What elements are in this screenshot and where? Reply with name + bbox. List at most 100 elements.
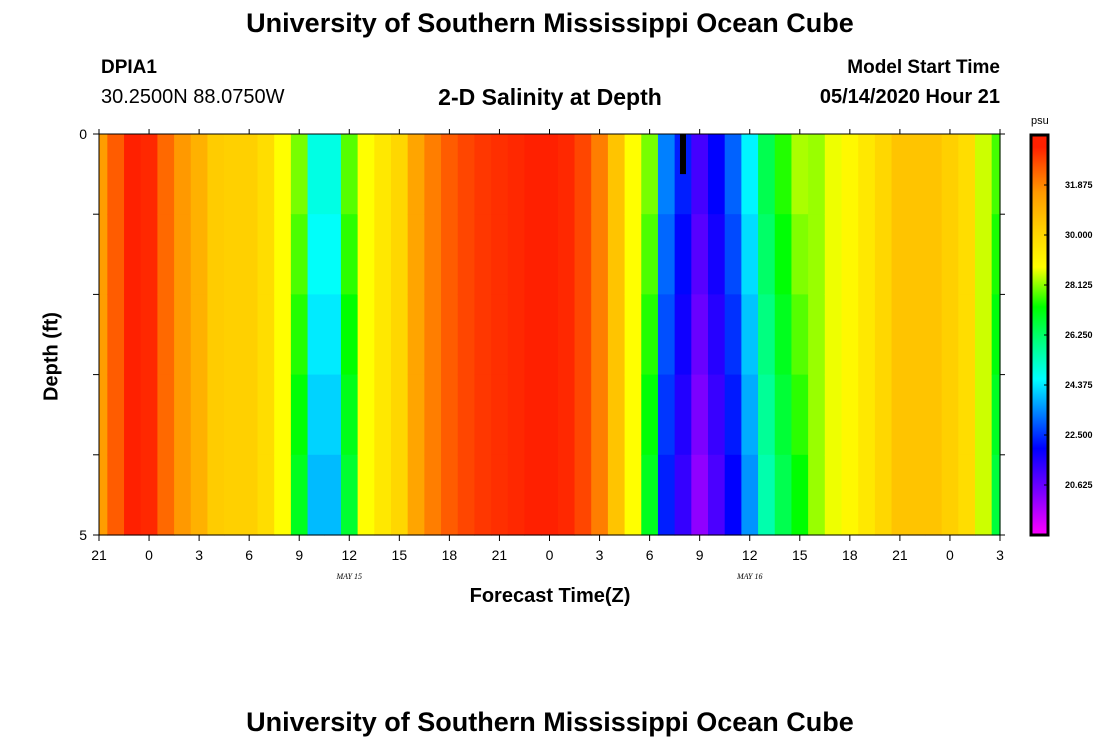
x-tick-label: 21 [492,547,508,563]
heatmap-cell [307,294,325,376]
heatmap-cell [924,134,943,215]
heatmap-cell [224,454,242,536]
heatmap-cell [808,134,826,215]
colorbar-tick-label: 28.125 [1065,280,1093,290]
heatmap-cell [774,294,793,376]
heatmap-cell [841,294,859,376]
chart-title: 2-D Salinity at Depth [438,84,662,110]
heatmap-cell [441,134,459,215]
heatmap-cell [657,374,676,456]
heatmap-cell [474,214,492,295]
heatmap-cell [557,454,576,536]
heatmap-cell [641,454,659,536]
heatmap-cell [124,294,142,376]
x-tick-label: 9 [696,547,704,563]
heatmap-cell [407,214,425,295]
heatmap-cell [240,134,259,215]
heatmap-cell [674,374,692,456]
heatmap-cell [824,134,843,215]
heatmap-cell [624,214,642,295]
heatmap-cell [758,134,776,215]
heatmap-cell [741,454,759,536]
heatmap-cell [491,374,509,456]
heatmap-cell [157,134,175,215]
date-label: MAY 16 [736,572,763,581]
heatmap-cell [257,214,275,295]
x-tick-label: 21 [892,547,908,563]
heatmap-cell [157,374,175,456]
heatmap-cell [708,134,726,215]
heatmap-cell [958,214,976,295]
heatmap-cell [157,214,175,295]
heatmap-cell [774,454,793,536]
heatmap-cell [674,214,692,295]
heatmap-cell [257,134,275,215]
heatmap-cell [557,214,576,295]
x-tick-label: 6 [646,547,654,563]
heatmap-cell [240,454,259,536]
heatmap-cell [424,374,442,456]
heatmap-cell [624,134,642,215]
heatmap-cell [174,454,192,536]
heatmap-cell [641,294,659,376]
heatmap-cell [641,374,659,456]
surface-marker-bar [679,134,686,175]
x-tick-label: 0 [546,547,554,563]
heatmap-cell [858,214,876,295]
heatmap-cell [557,374,576,456]
heatmap-cells [99,134,1001,536]
heatmap-cell [324,294,342,376]
heatmap-cell [474,134,492,215]
heatmap-cell [157,294,175,376]
heatmap-cell [457,214,476,295]
heatmap-cell [390,454,409,536]
heatmap-cell [374,134,392,215]
heatmap-cell [691,454,709,536]
colorbar-tick-label: 22.500 [1065,430,1093,440]
heatmap-cell [257,294,275,376]
heatmap-cell [524,374,542,456]
heatmap-cell [708,214,726,295]
heatmap-cell [607,374,626,456]
heatmap-cell [858,454,876,536]
heatmap-cell [574,454,592,536]
heatmap-cell [491,214,509,295]
heatmap-cell [791,374,809,456]
heatmap-cell [390,294,409,376]
heatmap-cell [307,454,325,536]
heatmap-cell [340,374,359,456]
colorbar-tick-label: 20.625 [1065,480,1093,490]
heatmap-cell [674,134,692,215]
heatmap-cell [290,374,309,456]
heatmap-cell [657,454,676,536]
heatmap-cell [224,374,242,456]
heatmap-cell [808,294,826,376]
heatmap-cell [624,454,642,536]
heatmap-cell [724,294,742,376]
heatmap-cell [574,134,592,215]
heatmap-cell [841,374,859,456]
heatmap-cell [574,214,592,295]
heatmap-cell [340,294,359,376]
heatmap-cell [174,374,192,456]
x-tick-label: 21 [91,547,107,563]
heatmap-cell [591,454,609,536]
heatmap-cell [140,214,158,295]
model-start-value: 05/14/2020 Hour 21 [819,86,1000,108]
date-label: MAY 15 [335,572,362,581]
heatmap-cell [891,214,909,295]
heatmap-cell [140,134,158,215]
heatmap-cell [607,214,626,295]
heatmap-cell [691,134,709,215]
footer-title: University of Southern Mississippi Ocean… [246,707,854,737]
heatmap-cell [607,454,626,536]
heatmap-cell [390,134,409,215]
heatmap-cell [324,454,342,536]
station-coordinates: 30.2500N 88.0750W [101,86,285,108]
heatmap-cell [941,294,959,376]
heatmap-cell [174,294,192,376]
heatmap-cell [124,454,142,536]
heatmap-cell [824,214,843,295]
heatmap-cell [491,454,509,536]
